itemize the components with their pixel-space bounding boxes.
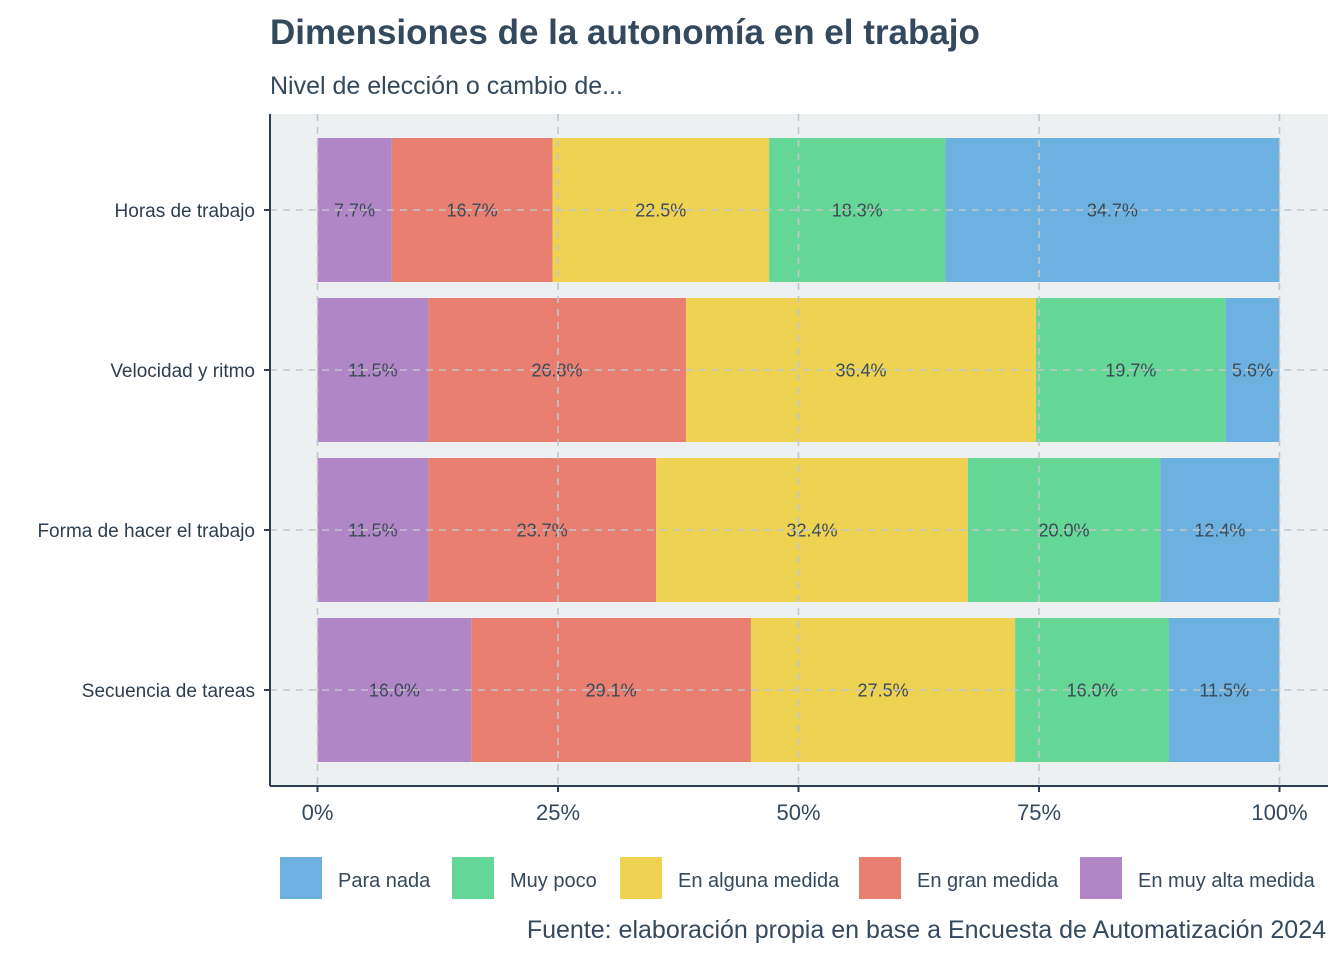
bar-label-forma-de-hacer-el-trabajo-en-gran-medida: 23.7% [517, 521, 568, 541]
legend-swatch-en-muy-alta-medida [1080, 857, 1122, 899]
bar-label-velocidad-y-ritmo-en-muy-alta-medida: 11.5% [348, 361, 398, 381]
legend-label-en-gran-medida: En gran medida [917, 870, 1059, 892]
chart-caption: Fuente: elaboración propia en base a Enc… [527, 916, 1326, 944]
legend-swatch-en-alguna-medida [620, 857, 662, 899]
grid-group [270, 114, 1328, 786]
bar-label-secuencia-de-tareas-en-muy-alta-medida: 16.0% [369, 681, 420, 701]
bar-label-forma-de-hacer-el-trabajo-en-muy-alta-medida: 11.5% [348, 521, 398, 541]
category-label-forma-de-hacer-el-trabajo: Forma de hacer el trabajo [37, 521, 255, 542]
legend-swatch-en-gran-medida [859, 857, 901, 899]
legend-label-en-alguna-medida: En alguna medida [678, 870, 840, 892]
x-tick-label-2: 50% [776, 800, 820, 825]
chart-subtitle: Nivel de elección o cambio de... [270, 72, 623, 100]
legend: Para nada Muy poco En alguna medida En gran… [280, 857, 1316, 899]
chart-title: Dimensiones de la autonomía en el trabaj… [270, 13, 980, 52]
bar-label-horas-de-trabajo-para-nada: 34.7% [1087, 201, 1138, 221]
x-tick-label-1: 25% [536, 800, 580, 825]
legend-swatch-muy-poco [452, 857, 494, 899]
x-tick-label-0: 0% [302, 800, 334, 825]
category-label-horas-de-trabajo: Horas de trabajo [115, 201, 255, 222]
legend-label-en-muy-alta-medida: En muy alta medida [1138, 870, 1316, 892]
x-tick-label-3: 75% [1017, 800, 1061, 825]
legend-label-muy-poco: Muy poco [510, 870, 597, 892]
legend-label-para-nada: Para nada [338, 870, 431, 892]
bar-forma-de-hacer-el-trabajo-en-alguna-medida [656, 458, 968, 602]
bar-label-velocidad-y-ritmo-para-nada: 5.6% [1232, 361, 1273, 381]
legend-swatch-para-nada [280, 857, 322, 899]
category-label-secuencia-de-tareas: Secuencia de tareas [82, 681, 255, 702]
category-label-velocidad-y-ritmo: Velocidad y ritmo [110, 361, 255, 382]
bar-label-horas-de-trabajo-en-gran-medida: 16.7% [447, 201, 498, 221]
x-tick-label-4: 100% [1251, 800, 1307, 825]
